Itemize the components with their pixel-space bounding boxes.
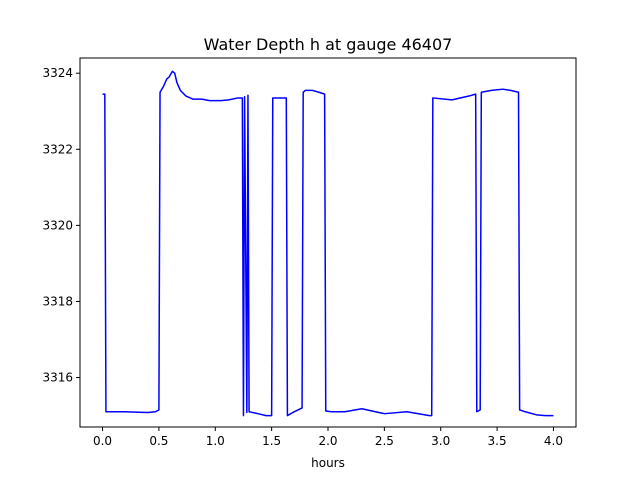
y-tick-label: 3316 bbox=[42, 371, 73, 385]
y-tick-label: 3320 bbox=[42, 218, 73, 232]
x-tick-label: 2.0 bbox=[318, 434, 337, 448]
x-tick-label: 0.0 bbox=[93, 434, 112, 448]
y-tick-label: 3324 bbox=[42, 66, 73, 80]
axis-ticks: 0.0 0.5 1.0 1.5 2.0 2.5 3.0 3.5 4.0 3316 3318 3320 3… bbox=[42, 66, 563, 448]
plot-area bbox=[102, 70, 554, 417]
x-tick-label: 1.0 bbox=[206, 434, 225, 448]
plot-frame bbox=[79, 57, 577, 428]
chart-title: Water Depth h at gauge 46407 bbox=[204, 35, 453, 54]
x-tick-label: 4.0 bbox=[544, 434, 563, 448]
series-line-0 bbox=[102, 70, 554, 417]
x-axis-label: hours bbox=[311, 456, 345, 470]
x-tick-label: 1.5 bbox=[262, 434, 281, 448]
y-tick-label: 3322 bbox=[42, 142, 73, 156]
x-tick-label: 2.5 bbox=[375, 434, 394, 448]
y-tick-label: 3318 bbox=[42, 294, 73, 308]
x-tick-label: 0.5 bbox=[149, 434, 168, 448]
x-tick-label: 3.0 bbox=[431, 434, 450, 448]
x-tick-label: 3.5 bbox=[488, 434, 507, 448]
